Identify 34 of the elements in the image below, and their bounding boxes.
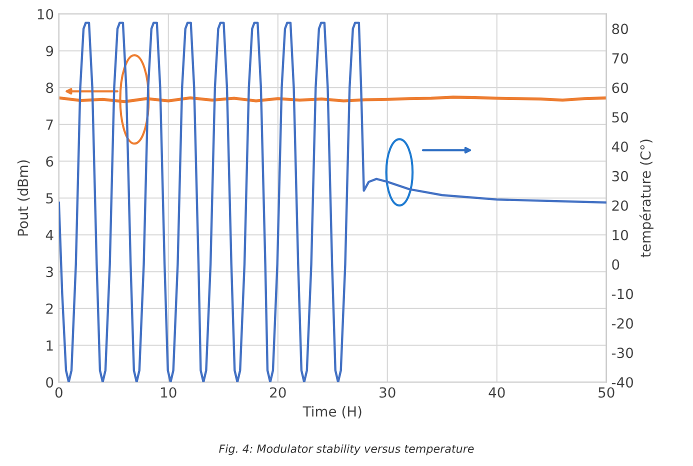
y-tick-label: 3	[46, 266, 53, 278]
y2-tick-label: -10	[612, 288, 633, 300]
y-tick-label: 7	[46, 120, 53, 130]
x-tick-label: 10	[161, 387, 176, 398]
y2-tick-label: 70	[612, 53, 628, 64]
x-tick-label: 20	[270, 387, 286, 398]
x-tick-label: 40	[488, 387, 505, 398]
y-tick-label: 4	[46, 230, 54, 240]
x-tick-label: 30	[380, 387, 396, 398]
y2-tick-label: 50	[612, 112, 628, 123]
y-tick-label: 10	[38, 8, 54, 20]
y-tick-label: 9	[46, 46, 54, 56]
caption: Fig. 4: Modulator stability versus temperature	[219, 444, 474, 456]
y-axis-title: Pout (dBm)	[17, 160, 30, 236]
y-tick-label: 8	[46, 82, 54, 94]
y2-tick-label: 40	[612, 141, 628, 152]
y2-axis-title: température (C°)	[639, 140, 654, 258]
x-tick-label: 50	[598, 387, 614, 398]
y-tick-label: 6	[46, 156, 54, 167]
y2-tick-label: 60	[612, 82, 628, 94]
y2-tick-label: 80	[612, 24, 628, 34]
y2-tick-label: -20	[612, 318, 633, 329]
y2-tick-label: 10	[612, 230, 628, 240]
y2-tick-label: -30	[612, 348, 633, 358]
x-tick-label: 0	[55, 387, 62, 398]
y2-tick-label: 30	[612, 170, 628, 182]
y-tick-label: 5	[46, 193, 53, 204]
y-tick-label: 0	[46, 377, 54, 388]
y-tick-label: 1	[46, 340, 53, 351]
y2-tick-label: 20	[612, 200, 628, 211]
y-tick-label: 2	[46, 303, 53, 314]
y2-tick-label: 0	[612, 259, 620, 270]
x-axis-title: Time (H)	[302, 406, 362, 418]
y2-tick-label: -40	[612, 377, 633, 388]
